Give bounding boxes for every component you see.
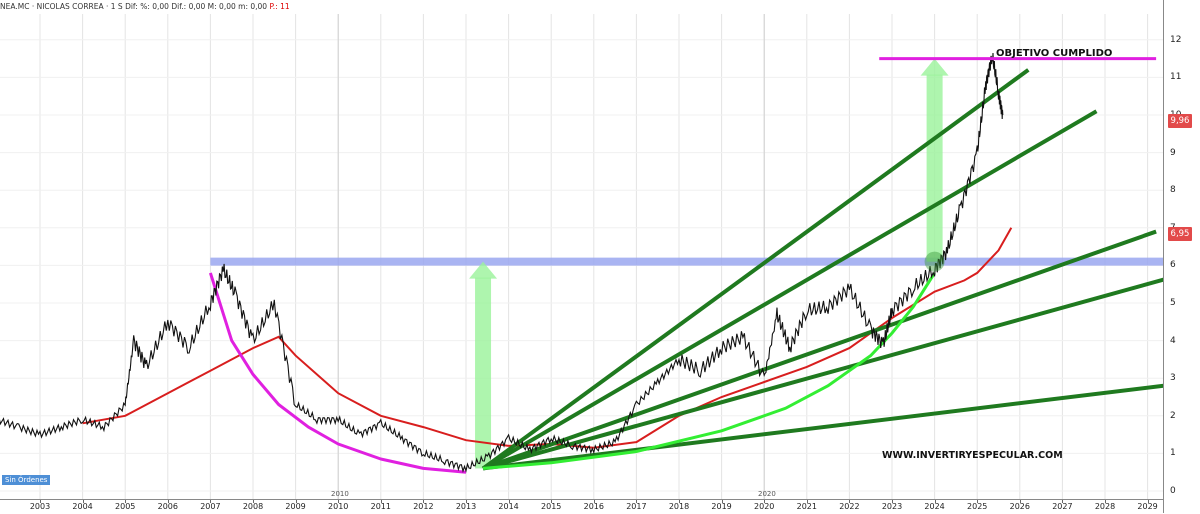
- x-tick-label: 2027: [1052, 502, 1073, 511]
- x-axis[interactable]: 2003 2004 2005 2006 2007 2008 2009 2010 2011 2012…: [0, 499, 1163, 514]
- price-tag-ma: 6,95: [1168, 227, 1192, 241]
- x-tick-mark: [1147, 500, 1149, 503]
- decade-label-2020: 2020: [758, 490, 776, 498]
- price-line: [0, 52, 1004, 473]
- parabolic-curve: [482, 272, 936, 470]
- x-tick-label: 2015: [541, 502, 562, 511]
- target-arrow-head: [469, 261, 498, 279]
- y-tick-label: 8: [1170, 185, 1176, 196]
- last-price-label: P.: 11,70: [269, 2, 290, 11]
- x-tick-label: 2018: [668, 502, 690, 511]
- x-tick-label: 2023: [881, 502, 903, 511]
- x-tick-label: 2003: [29, 502, 51, 511]
- x-tick-mark: [977, 500, 979, 503]
- x-tick-label: 2010: [328, 502, 349, 511]
- x-tick-label: 2025: [967, 502, 988, 511]
- moving-average-line: [82, 227, 1013, 449]
- x-tick-label: 2004: [72, 502, 93, 511]
- target-arrow-head: [920, 58, 949, 76]
- y-tick-label: 5: [1170, 298, 1176, 308]
- x-tick-mark: [1105, 500, 1106, 503]
- target-label: OBJETIVO CUMPLIDO: [996, 48, 1113, 59]
- x-tick-label: 2014: [498, 502, 519, 511]
- x-tick-mark: [295, 500, 297, 503]
- y-tick-label: 2: [1170, 410, 1176, 421]
- price-tag-close: 9,96: [1168, 114, 1192, 128]
- y-tick-label: 12: [1170, 34, 1182, 45]
- x-tick-label: 2024: [924, 502, 945, 511]
- x-tick-mark: [508, 500, 510, 503]
- x-tick-mark: [210, 500, 212, 503]
- x-tick-label: 2029: [1137, 502, 1158, 511]
- y-tick-label: 0: [1170, 486, 1176, 496]
- x-tick-mark: [679, 500, 680, 503]
- x-tick-mark: [593, 500, 595, 503]
- x-tick-mark: [82, 500, 84, 503]
- x-tick-mark: [806, 500, 808, 503]
- x-tick-mark: [338, 500, 340, 503]
- website-label: WWW.INVERTIRYESPECULAR.COM: [882, 450, 1063, 461]
- rounding-bottom-arc: [208, 272, 467, 474]
- y-tick-label: 1: [1170, 448, 1176, 459]
- x-tick-mark: [849, 500, 851, 503]
- orders-badge[interactable]: Sin Órdenes: [2, 475, 51, 485]
- y-tick-label: 6: [1170, 260, 1176, 271]
- x-tick-mark: [466, 500, 467, 503]
- x-tick-mark: [1062, 500, 1064, 503]
- x-tick-label: 2017: [626, 502, 647, 511]
- x-tick-mark: [934, 500, 936, 503]
- ticker-label: NEA.MC · NICOLAS CORREA · 1 S: [0, 2, 123, 11]
- x-tick-mark: [125, 500, 127, 503]
- x-tick-label: 2026: [1009, 502, 1030, 511]
- x-tick-label: 2021: [796, 502, 817, 511]
- breakout-marker: [924, 251, 945, 272]
- x-tick-label: 2028: [1094, 502, 1116, 511]
- y-axis[interactable]: 0123456789101112: [1163, 0, 1200, 513]
- trendline: [482, 379, 1195, 471]
- target-arrow-shaft: [926, 74, 943, 262]
- stats-label: Dif: %: 0,00 Dif.: 0,00 M: 0,00 m: 0,00: [125, 2, 268, 11]
- chart-header: NEA.MC · NICOLAS CORREA · 1 S Dif: %: 0,…: [0, 0, 290, 13]
- x-tick-label: 2019: [711, 502, 732, 511]
- x-tick-label: 2022: [839, 502, 860, 511]
- x-tick-label: 2016: [583, 502, 604, 511]
- target-arrow-shaft: [475, 277, 492, 469]
- x-tick-mark: [253, 500, 254, 503]
- decade-label-2010: 2010: [331, 490, 349, 498]
- y-tick-label: 3: [1170, 373, 1176, 384]
- x-tick-label: 2006: [157, 502, 178, 511]
- y-tick-label: 11: [1170, 72, 1182, 83]
- x-tick-mark: [167, 500, 169, 503]
- trendline: [481, 68, 1030, 471]
- trendline: [482, 269, 1195, 471]
- x-tick-label: 2011: [370, 502, 391, 511]
- x-tick-mark: [380, 500, 382, 503]
- x-tick-mark: [40, 500, 41, 503]
- x-tick-label: 2012: [413, 502, 434, 511]
- trendline: [482, 109, 1098, 471]
- x-tick-mark: [551, 500, 553, 503]
- y-tick-label: 9: [1170, 147, 1176, 158]
- trendline: [482, 229, 1157, 471]
- x-tick-mark: [892, 500, 893, 503]
- x-tick-label: 2008: [242, 502, 264, 511]
- x-tick-label: 2005: [115, 502, 136, 511]
- x-tick-mark: [1019, 500, 1021, 503]
- x-tick-label: 2013: [455, 502, 477, 511]
- x-tick-mark: [423, 500, 425, 503]
- x-tick-label: 2007: [200, 502, 221, 511]
- y-tick-label: 4: [1170, 335, 1176, 346]
- x-tick-mark: [636, 500, 638, 503]
- x-tick-label: 2020: [754, 502, 775, 511]
- x-tick-mark: [721, 500, 723, 503]
- x-tick-mark: [764, 500, 766, 503]
- x-tick-label: 2009: [285, 502, 306, 511]
